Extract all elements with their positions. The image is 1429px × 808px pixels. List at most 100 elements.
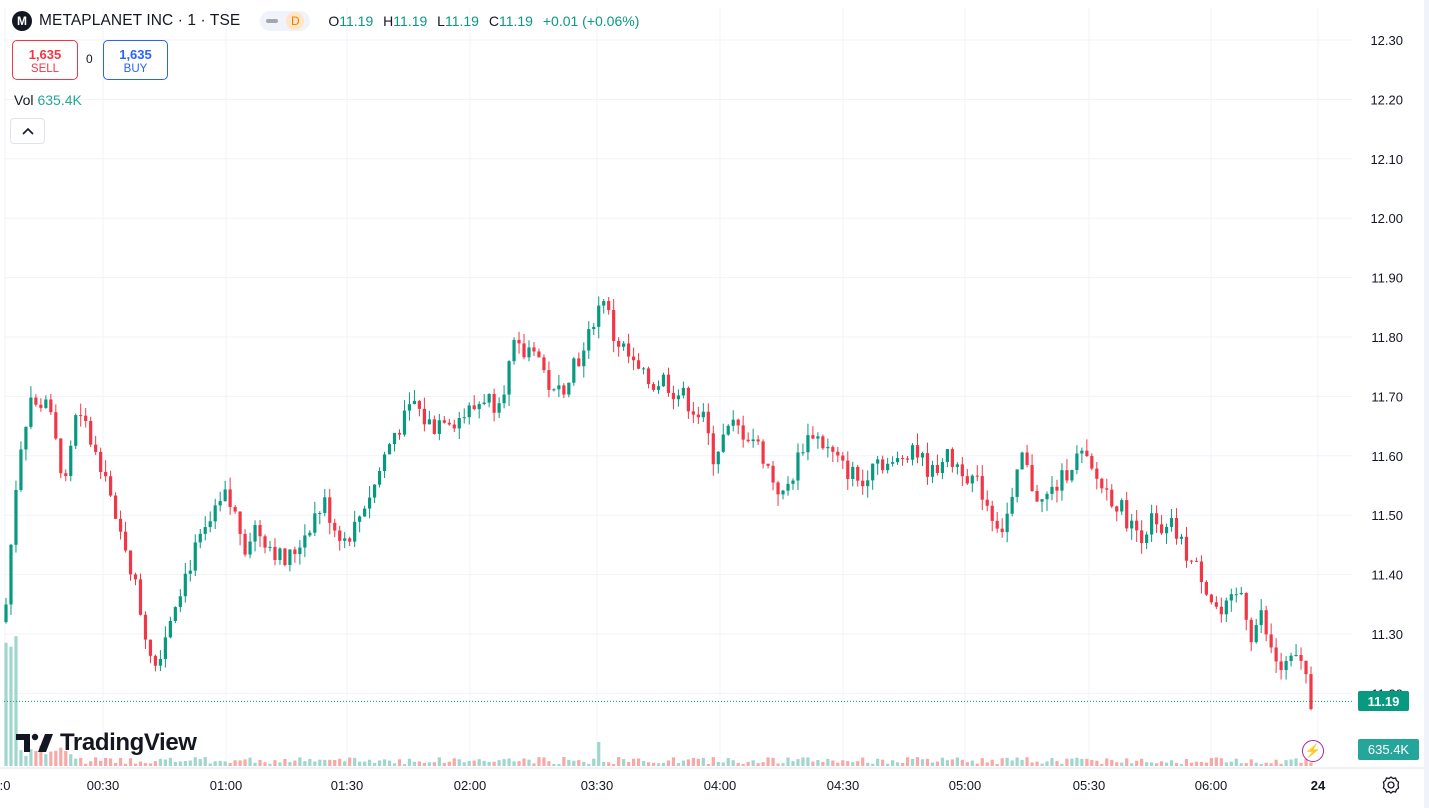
candle-body [776,482,780,495]
candle-body [148,639,153,656]
interval-badge[interactable]: D [286,12,305,30]
tradingview-logo[interactable]: TradingView [16,729,197,757]
volume-bar [178,761,182,766]
lightning-icon[interactable]: ⚡ [1302,740,1324,762]
volume-bar [831,760,835,766]
volume-bar [427,762,431,766]
symbol-title[interactable]: METAPLANET INC · 1 · TSE [39,12,241,29]
volume-bar [233,760,237,766]
candle-body [641,368,646,370]
collapse-legend-button[interactable] [10,118,45,144]
candle-body [482,402,486,405]
volume-bar [193,757,197,766]
candle-body [1020,452,1024,470]
candle-body [1110,489,1114,507]
candle-body [557,385,561,390]
candle-body [1000,528,1004,533]
candle-body [59,438,63,474]
candle-body [138,579,143,615]
candle-body [1075,453,1079,470]
volume-bar [113,762,118,766]
candle-body [915,445,920,458]
candle-body [761,441,765,464]
volume-bar [1234,758,1238,766]
volume-bar [776,763,780,766]
candle-body [756,439,760,442]
candle-body [1174,518,1179,539]
candle-body [1080,450,1084,454]
buy-button[interactable]: 1,635 BUY [103,40,168,80]
price-axis[interactable]: 12.30 12.20 12.10 12.00 11.90 11.80 11.70 11.60… [1370,33,1403,701]
volume-bar [915,757,920,766]
candle-body [1229,594,1233,601]
volume-bar [836,762,840,766]
candle-body [343,538,347,541]
volume-bar [387,760,392,766]
candle-body [472,405,476,410]
volume-bar [477,759,481,766]
volume-bar [74,758,78,766]
buy-price: 1,635 [119,47,152,62]
volume-bar [567,760,571,766]
volume-bar [44,754,48,766]
sell-button[interactable]: 1,635 SELL [12,40,78,80]
price-axis-label: 12.00 [1370,211,1403,226]
volume-bar [532,763,536,766]
candle-body [1309,674,1313,709]
volume-bar [1259,763,1263,766]
volume-bar [29,749,33,766]
candle-body [457,418,461,429]
candle-body [213,505,217,522]
candle-body [666,374,671,393]
volume-bar [656,763,661,766]
ohlc-low-value: 11.19 [444,13,479,29]
candle-body [1095,468,1099,479]
volume-bar [1020,759,1024,766]
volume-bar [447,761,451,766]
volume-bar [158,758,163,766]
candle-body [99,451,103,472]
candle-body [69,445,73,477]
tradingview-wordmark: TradingView [60,729,197,756]
volume-bar [1075,757,1079,766]
volume-bar [1164,762,1169,766]
candle-body [970,475,974,484]
volume-bar [1060,763,1064,766]
volume-bar [1294,758,1298,766]
price-axis-label: 11.30 [1371,627,1403,642]
volume-bar [168,757,172,766]
volume-bar [482,760,486,766]
candle-body [372,484,377,498]
symbol-logo[interactable]: M [12,11,32,31]
candle-body [328,497,332,523]
ohlc-low-key: L [437,13,445,29]
volume-bar [910,758,915,766]
volume-bar [99,760,103,766]
time-axis-label: :0 [0,778,10,793]
volume-bar [970,760,974,766]
candle-body [442,420,446,423]
candle-body [397,432,402,435]
volume-bar [1229,761,1233,766]
volume-bar [1100,763,1104,766]
volume-bar [636,758,641,766]
volume-bar [238,760,242,766]
visibility-pill[interactable]: D [260,11,311,31]
time-axis[interactable]: :0 00:30 01:00 01:30 02:00 03:30 04:00 04:30 05:… [0,778,1326,793]
volume-bar [950,759,954,766]
volume-bar [995,763,999,766]
candle-body [437,420,441,434]
settings-gear-icon[interactable] [1381,775,1401,795]
candle-body [741,425,745,440]
volume-bar [1115,762,1119,766]
candle-body [253,525,257,542]
volume-bar [278,762,282,766]
candle-body [577,358,581,367]
candle-body [881,459,885,471]
time-axis-label: 24 [1311,778,1326,793]
candle-body [318,512,322,514]
candle-body [382,454,387,472]
candle-body [676,395,681,400]
candle-body [24,426,28,450]
